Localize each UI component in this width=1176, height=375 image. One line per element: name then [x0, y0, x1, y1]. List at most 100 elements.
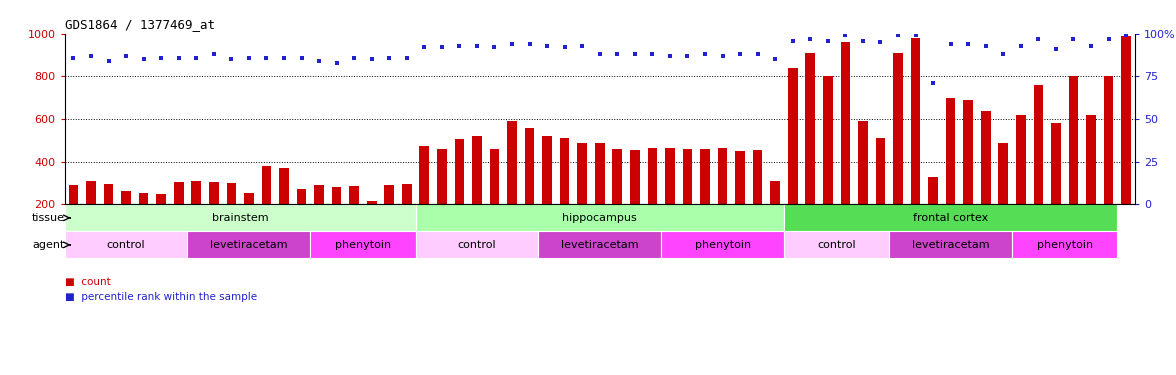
Point — [818, 38, 837, 44]
Text: agent: agent — [32, 240, 65, 250]
Bar — [385, 185, 394, 247]
Bar — [735, 151, 744, 247]
Point — [99, 58, 118, 64]
Point — [976, 43, 995, 49]
Bar — [455, 140, 465, 247]
Bar — [981, 111, 990, 247]
Bar — [402, 184, 412, 247]
Bar — [613, 149, 622, 247]
Text: GDS1864 / 1377469_at: GDS1864 / 1377469_at — [65, 18, 215, 31]
Point — [696, 51, 715, 57]
Point — [713, 53, 731, 59]
Point — [608, 51, 627, 57]
Point — [1064, 36, 1083, 42]
Bar — [717, 148, 728, 247]
Bar — [1013, 231, 1117, 258]
Bar — [1051, 123, 1061, 247]
Point — [1011, 43, 1030, 49]
Bar — [121, 190, 131, 247]
Bar — [174, 182, 183, 247]
Point — [871, 39, 890, 45]
Bar — [841, 42, 850, 247]
Point — [415, 44, 434, 50]
Bar — [753, 150, 762, 247]
Point — [222, 56, 241, 62]
Point — [450, 43, 469, 49]
Text: hippocampus: hippocampus — [562, 213, 637, 223]
Text: levetiracetam: levetiracetam — [911, 240, 989, 250]
Point — [1047, 46, 1065, 52]
Bar — [1087, 115, 1096, 247]
Bar — [367, 201, 376, 247]
Point — [1082, 43, 1101, 49]
Bar — [437, 149, 447, 247]
Bar — [784, 231, 889, 258]
Bar — [349, 186, 359, 247]
Point — [485, 44, 503, 50]
Bar — [1104, 76, 1114, 247]
Point — [240, 55, 259, 61]
Point — [380, 55, 399, 61]
Point — [748, 51, 767, 57]
Bar — [963, 100, 973, 247]
Text: levetiracetam: levetiracetam — [561, 240, 639, 250]
Bar — [560, 138, 569, 247]
Bar — [415, 231, 539, 258]
Bar — [296, 189, 306, 247]
Point — [907, 33, 926, 39]
Bar — [1034, 85, 1043, 247]
Bar — [823, 76, 833, 247]
Text: phenytoin: phenytoin — [695, 240, 750, 250]
Bar — [894, 53, 903, 247]
Text: control: control — [457, 240, 496, 250]
Bar — [998, 142, 1008, 247]
Bar — [910, 38, 921, 247]
Point — [643, 51, 662, 57]
Point — [274, 55, 293, 61]
Point — [801, 36, 820, 42]
Bar — [648, 148, 657, 247]
Text: frontal cortex: frontal cortex — [913, 213, 988, 223]
Point — [345, 55, 363, 61]
Bar — [507, 121, 517, 247]
Bar — [595, 142, 604, 247]
Point — [889, 33, 908, 39]
Bar — [539, 231, 661, 258]
Bar — [806, 53, 815, 247]
Bar — [542, 136, 552, 247]
Point — [309, 58, 328, 64]
Bar — [1016, 115, 1025, 247]
Point — [1029, 36, 1048, 42]
Text: levetiracetam: levetiracetam — [211, 240, 288, 250]
Bar — [156, 194, 166, 247]
Bar — [784, 204, 1117, 231]
Point — [537, 43, 556, 49]
Bar — [332, 188, 341, 247]
Point — [292, 55, 310, 61]
Bar — [209, 182, 219, 247]
Bar — [187, 231, 310, 258]
Point — [766, 56, 784, 62]
Point — [590, 51, 609, 57]
Bar — [68, 185, 79, 247]
Point — [626, 51, 644, 57]
Point — [169, 55, 188, 61]
Point — [397, 55, 416, 61]
Bar — [472, 136, 482, 247]
Point — [187, 55, 206, 61]
Bar — [666, 148, 675, 247]
Bar — [946, 98, 955, 247]
Bar — [1121, 36, 1131, 247]
Bar — [524, 128, 534, 247]
Text: tissue: tissue — [32, 213, 65, 223]
Point — [958, 41, 977, 47]
Point — [836, 33, 855, 39]
Text: phenytoin: phenytoin — [1036, 240, 1093, 250]
Bar — [65, 204, 415, 231]
Bar — [700, 149, 710, 247]
Bar — [577, 142, 587, 247]
Bar — [770, 181, 780, 247]
Bar — [928, 177, 938, 247]
Text: ■  count: ■ count — [65, 277, 111, 287]
Bar — [314, 185, 323, 247]
